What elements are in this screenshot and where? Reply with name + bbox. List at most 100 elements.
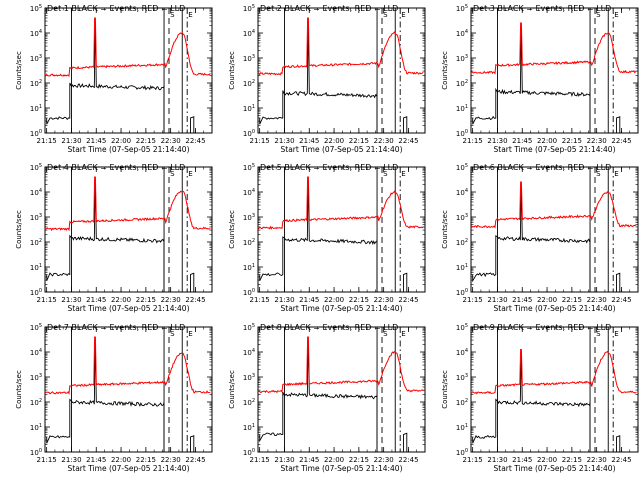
panel-title: Det 2 BLACK = Events, RED = LLD xyxy=(260,4,398,13)
x-tick-label: 22:15 xyxy=(562,296,582,304)
x-tick-label: 21:45 xyxy=(512,137,532,145)
y-axis-label: Counts/sec xyxy=(228,370,236,409)
x-tick-label: 21:30 xyxy=(487,456,507,464)
y-axis-label: Counts/sec xyxy=(441,51,449,90)
lld-series-line xyxy=(44,17,211,78)
y-tick-label: 100 xyxy=(30,129,42,138)
plot-frame xyxy=(257,326,426,453)
x-tick-label: 22:45 xyxy=(611,456,631,464)
lld-series-line xyxy=(44,176,211,232)
x-tick-label: 21:30 xyxy=(274,137,294,145)
y-tick-label: 103 xyxy=(243,54,255,63)
y-tick-label: 104 xyxy=(243,188,255,197)
flag-letter: E xyxy=(401,170,405,178)
y-tick-label: 105 xyxy=(456,323,468,332)
y-tick-label: 102 xyxy=(30,238,42,247)
x-tick-label: 21:45 xyxy=(299,456,319,464)
y-tick-label: 100 xyxy=(243,448,255,457)
panel-det-3: Det 3 BLACK = Events, RED = LLD 100 101 102… xyxy=(441,4,639,154)
flag-letter: S xyxy=(596,330,601,338)
y-tick-label: 102 xyxy=(456,398,468,407)
x-tick-label: 22:15 xyxy=(136,296,156,304)
y-tick-label: 101 xyxy=(243,423,255,432)
y-tick-label: 103 xyxy=(456,373,468,382)
events-series-line xyxy=(46,20,195,134)
x-tick-label: 21:45 xyxy=(299,296,319,304)
x-tick-label: 22:45 xyxy=(185,456,205,464)
x-tick-label: 22:15 xyxy=(349,456,369,464)
y-tick-label: 100 xyxy=(456,129,468,138)
lld-series-line xyxy=(257,176,424,230)
x-tick-label: 22:15 xyxy=(349,137,369,145)
y-tick-label: 101 xyxy=(30,263,42,272)
x-tick-label: 22:45 xyxy=(185,296,205,304)
flag-letter: E xyxy=(188,11,192,19)
y-tick-label: 103 xyxy=(30,213,42,222)
y-tick-label: 104 xyxy=(30,188,42,197)
y-tick-label: 100 xyxy=(30,288,42,297)
panel-title: Det 6 BLACK = Events, RED = LLD xyxy=(473,163,611,172)
flag-letter: E xyxy=(401,330,405,338)
x-tick-label: 22:00 xyxy=(111,456,131,464)
y-tick-label: 103 xyxy=(30,54,42,63)
lld-series-line xyxy=(470,349,637,395)
panel-det-2: Det 2 BLACK = Events, RED = LLD 100 101 102… xyxy=(228,4,426,154)
y-tick-label: 105 xyxy=(456,4,468,13)
x-tick-label: 21:15 xyxy=(37,296,57,304)
y-tick-label: 100 xyxy=(243,288,255,297)
x-tick-label: 22:30 xyxy=(374,296,394,304)
flag-letter: S xyxy=(383,11,388,19)
x-axis-label: Start Time (07-Sep-05 21:14:40) xyxy=(68,145,190,154)
y-tick-label: 101 xyxy=(456,263,468,272)
flag-letter: E xyxy=(188,170,192,178)
y-axis-label: Counts/sec xyxy=(15,210,23,249)
events-series-line xyxy=(259,339,408,453)
y-tick-label: 105 xyxy=(243,163,255,172)
x-tick-label: 22:15 xyxy=(562,456,582,464)
panel-det-9: Det 9 BLACK = Events, RED = LLD 100 101 102… xyxy=(441,323,639,473)
x-tick-label: 22:15 xyxy=(349,296,369,304)
x-tick-label: 21:15 xyxy=(250,137,270,145)
x-tick-label: 22:30 xyxy=(587,456,607,464)
y-tick-label: 104 xyxy=(456,348,468,357)
y-tick-label: 105 xyxy=(243,323,255,332)
flag-letter: S xyxy=(383,170,388,178)
panel-det-7: Det 7 BLACK = Events, RED = LLD 100 101 102… xyxy=(15,323,213,473)
x-tick-label: 22:45 xyxy=(398,137,418,145)
x-tick-label: 21:30 xyxy=(61,137,81,145)
y-axis-label: Counts/sec xyxy=(228,51,236,90)
panel-det-1: Det 1 BLACK = Events, RED = LLD 100 101 102… xyxy=(15,4,213,154)
panel-title: Det 3 BLACK = Events, RED = LLD xyxy=(473,4,611,13)
x-tick-label: 21:15 xyxy=(463,456,483,464)
y-axis-label: Counts/sec xyxy=(15,370,23,409)
flag-letter: S xyxy=(596,170,601,178)
lld-series-line xyxy=(470,181,637,229)
y-tick-label: 105 xyxy=(30,4,42,13)
y-tick-label: 104 xyxy=(243,29,255,38)
x-tick-label: 21:45 xyxy=(86,137,106,145)
panel-det-5: Det 5 BLACK = Events, RED = LLD 100 101 102… xyxy=(228,163,426,313)
lld-series-line xyxy=(470,22,637,75)
events-series-line xyxy=(259,20,408,134)
y-tick-label: 104 xyxy=(243,348,255,357)
panel-title: Det 7 BLACK = Events, RED = LLD xyxy=(47,323,185,332)
panel-title: Det 8 BLACK = Events, RED = LLD xyxy=(260,323,398,332)
y-tick-label: 101 xyxy=(243,263,255,272)
events-series-line xyxy=(472,351,621,453)
flag-letter: S xyxy=(170,170,175,178)
y-tick-label: 103 xyxy=(243,373,255,382)
y-tick-label: 103 xyxy=(456,54,468,63)
x-tick-label: 22:00 xyxy=(537,456,557,464)
y-tick-label: 105 xyxy=(30,163,42,172)
x-axis-label: Start Time (07-Sep-05 21:14:40) xyxy=(494,464,616,473)
plot-frame xyxy=(44,326,213,453)
panel-det-8: Det 8 BLACK = Events, RED = LLD 100 101 102… xyxy=(228,323,426,473)
x-axis-label: Start Time (07-Sep-05 21:14:40) xyxy=(494,304,616,313)
y-tick-label: 104 xyxy=(30,348,42,357)
events-series-line xyxy=(46,339,195,453)
x-tick-label: 22:15 xyxy=(136,137,156,145)
x-axis-label: Start Time (07-Sep-05 21:14:40) xyxy=(68,464,190,473)
x-tick-label: 22:30 xyxy=(374,137,394,145)
x-tick-label: 22:45 xyxy=(398,296,418,304)
lld-series-line xyxy=(44,336,211,396)
